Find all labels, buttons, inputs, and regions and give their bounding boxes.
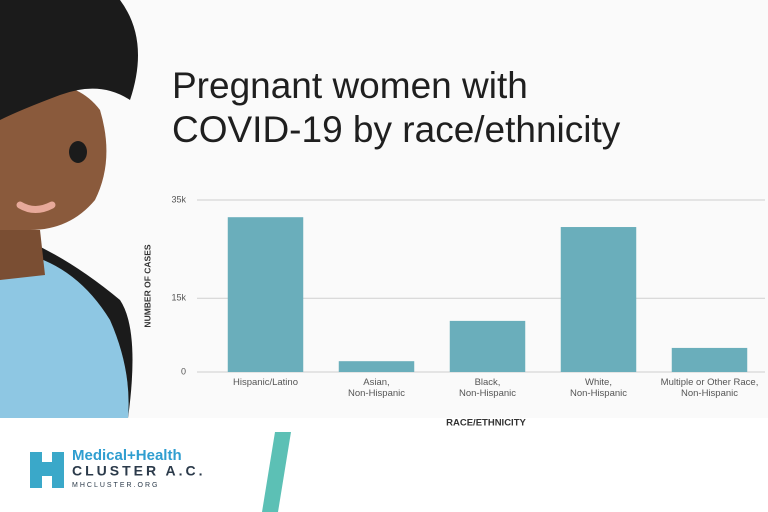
bar bbox=[671, 347, 748, 372]
x-tick-label: Hispanic/Latino bbox=[233, 377, 298, 388]
bar bbox=[560, 227, 637, 372]
y-axis-label: NUMBER OF CASES bbox=[142, 244, 152, 327]
x-tick-label: Asian, Non-Hispanic bbox=[347, 377, 406, 399]
bar bbox=[338, 361, 415, 372]
logo bbox=[30, 432, 291, 512]
bar bbox=[227, 217, 304, 372]
logo-url: MHCLUSTER.ORG bbox=[72, 482, 159, 489]
logo-name: Medical+Health bbox=[72, 447, 182, 464]
bar bbox=[449, 320, 526, 372]
y-tick-label: 15k bbox=[171, 293, 186, 303]
x-tick-label: Black, Non-Hispanic bbox=[458, 377, 517, 399]
y-tick-label: 0 bbox=[181, 366, 186, 376]
x-tick-label: Multiple or Other Race, Non-Hispanic bbox=[660, 377, 759, 399]
logo-org: CLUSTER A.C. bbox=[72, 463, 205, 479]
x-axis-label: RACE/ETHNICITY bbox=[446, 418, 526, 429]
x-tick-label: White, Non-Hispanic bbox=[569, 377, 628, 399]
chart-title: Pregnant women with COVID-19 by race/eth… bbox=[172, 65, 621, 150]
illustration bbox=[0, 0, 138, 418]
y-tick-label: 35k bbox=[171, 194, 186, 204]
